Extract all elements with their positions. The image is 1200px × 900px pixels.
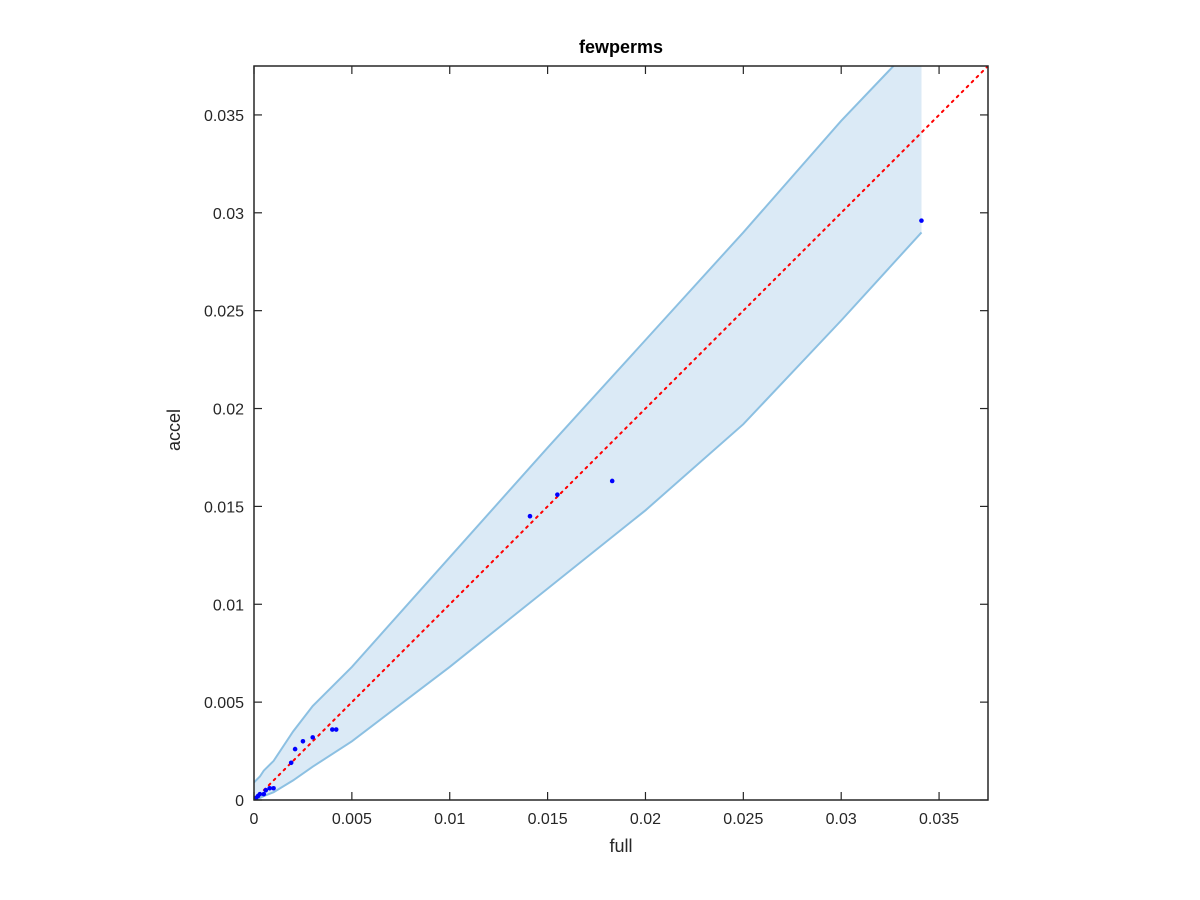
y-tick-label: 0.015 [204, 499, 244, 516]
y-tick-label: 0.01 [213, 597, 244, 614]
y-tick-label: 0.025 [204, 304, 244, 321]
reference-line [254, 66, 988, 800]
data-point [333, 727, 339, 732]
data-point [263, 787, 269, 793]
band-upper-edge [254, 66, 895, 784]
data-point [267, 785, 272, 791]
x-tick-label: 0.025 [723, 811, 763, 828]
data-point [555, 492, 560, 497]
data-point [257, 791, 263, 797]
confidence-band [254, 66, 922, 800]
y-tick-label: 0.005 [204, 695, 244, 712]
data-point [609, 478, 615, 484]
x-tick-label: 0.02 [630, 811, 661, 828]
y-tick-label: 0.03 [213, 206, 244, 223]
data-point [261, 791, 267, 797]
chart-title: fewperms [579, 37, 663, 57]
plot-contents [254, 66, 988, 800]
x-tick-label: 0.015 [528, 811, 568, 828]
y-axis-label: accel [164, 409, 184, 451]
data-point [300, 738, 306, 744]
y-tick-label: 0 [235, 793, 244, 810]
x-tick-label: 0.03 [826, 811, 857, 828]
plot-area: 0 0.005 0.01 0.015 0.02 0.025 0.03 0.035 0 0.005 0… [204, 65, 989, 828]
x-tick-label: 0.035 [919, 811, 959, 828]
data-point [919, 218, 924, 223]
data-point [310, 735, 316, 740]
x-axis-label: full [609, 836, 632, 856]
x-tick-label: 0.01 [434, 811, 465, 828]
x-tick-label: 0 [250, 811, 259, 828]
data-point [527, 513, 533, 519]
y-tick-label: 0.02 [213, 402, 244, 419]
x-tick-label: 0.005 [332, 811, 372, 828]
axes-box [253, 65, 989, 801]
y-tick-label: 0.035 [204, 108, 244, 125]
data-point [292, 746, 298, 752]
data-point [329, 727, 335, 732]
data-point [288, 760, 294, 766]
data-point [271, 785, 276, 791]
